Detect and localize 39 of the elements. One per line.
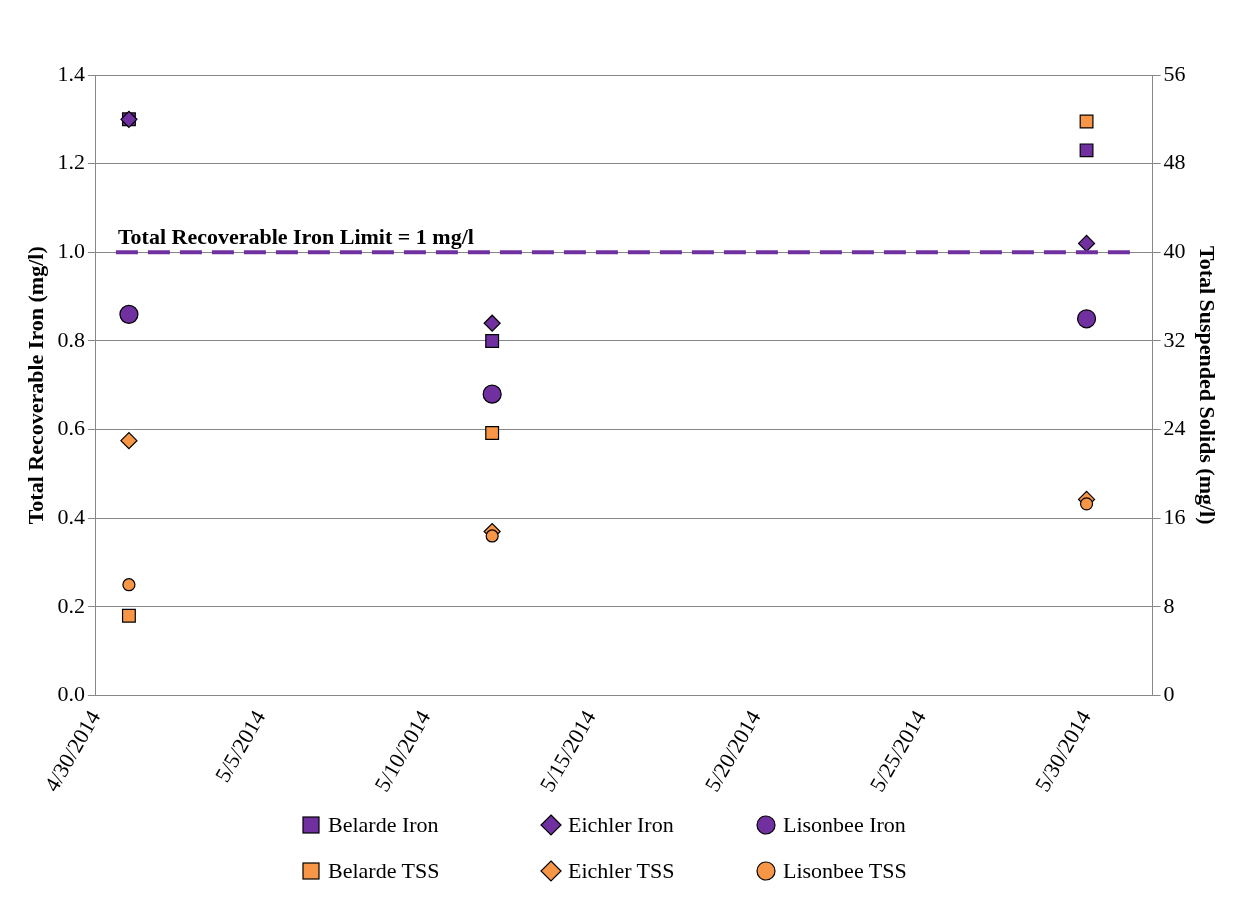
- y2-tick-label: 0: [1163, 681, 1175, 707]
- legend-label: Lisonbee Iron: [783, 812, 906, 838]
- point: [1076, 309, 1097, 329]
- point: [1079, 114, 1094, 129]
- point: [121, 608, 136, 623]
- legend-label: Belarde Iron: [328, 812, 439, 838]
- y2-axis-title: Total Suspended Solids (mg/l): [1195, 245, 1221, 525]
- point: [482, 384, 502, 404]
- y-tick-label: 0.4: [57, 504, 85, 530]
- y-tick-label: 0.8: [57, 326, 85, 352]
- point: [122, 578, 136, 592]
- y2-tick-label: 8: [1163, 592, 1175, 618]
- y2-tick-label: 24: [1163, 415, 1186, 441]
- y2-tick-label: 16: [1163, 504, 1186, 530]
- legend-label: Belarde TSS: [328, 858, 440, 884]
- y-tick-label: 1.0: [57, 238, 85, 264]
- point: [485, 425, 500, 440]
- y-tick-label: 0.2: [57, 592, 85, 618]
- y2-tick-label: 32: [1163, 326, 1186, 352]
- ref-line-label: Total Recoverable Iron Limit = 1 mg/l: [117, 223, 474, 249]
- y-axis-title: Total Recoverable Iron (mg/l): [22, 246, 48, 525]
- point: [483, 314, 501, 332]
- point: [120, 432, 138, 450]
- point: [119, 304, 139, 324]
- y2-tick-label: 56: [1163, 60, 1186, 86]
- y-tick-label: 0.0: [57, 681, 85, 707]
- legend-label: Lisonbee TSS: [783, 858, 907, 884]
- point: [1077, 234, 1096, 253]
- point: [485, 333, 500, 348]
- y2-tick-label: 40: [1163, 238, 1186, 264]
- legend-label: Eichler TSS: [568, 858, 675, 884]
- y2-tick-label: 48: [1163, 149, 1186, 175]
- point: [1079, 497, 1094, 511]
- y-tick-label: 1.4: [57, 60, 85, 86]
- legend-label: Eichler Iron: [568, 812, 674, 838]
- y-tick-label: 1.2: [57, 149, 85, 175]
- point: [485, 529, 499, 543]
- y-tick-label: 0.6: [57, 415, 85, 441]
- point: [1079, 143, 1094, 158]
